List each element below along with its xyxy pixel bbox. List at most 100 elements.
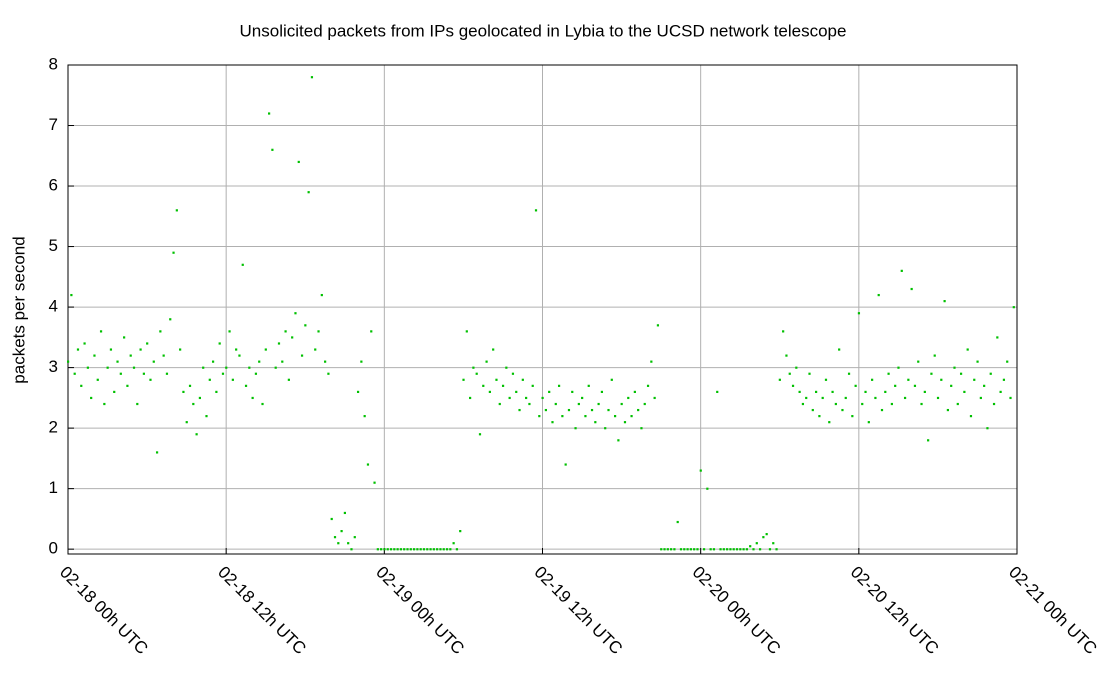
point: [90, 396, 93, 400]
point: [1002, 378, 1006, 381]
point: [676, 520, 679, 524]
point: [986, 427, 989, 430]
point: [360, 360, 363, 363]
x-tick-label: 02-19 00h UTC: [372, 563, 468, 659]
point: [205, 415, 208, 418]
x-tick-label: 02-18 12h UTC: [214, 563, 310, 659]
point: [699, 469, 702, 472]
point: [531, 384, 534, 387]
point: [1009, 396, 1012, 400]
point: [162, 354, 165, 357]
point: [406, 548, 409, 551]
point: [831, 390, 834, 394]
point: [963, 390, 966, 394]
point: [544, 408, 547, 412]
point: [76, 348, 80, 351]
point: [903, 396, 907, 400]
point: [271, 148, 274, 151]
point: [663, 548, 666, 551]
grid: [67, 64, 1018, 554]
point: [103, 402, 106, 406]
point: [83, 342, 86, 345]
point: [1006, 360, 1009, 363]
point: [910, 287, 913, 291]
point: [824, 378, 828, 381]
point: [854, 384, 857, 387]
point: [442, 548, 445, 551]
point: [712, 548, 716, 551]
point: [966, 348, 969, 351]
point: [251, 396, 254, 400]
point: [445, 548, 449, 551]
point: [294, 312, 297, 315]
point: [581, 396, 584, 400]
point: [403, 548, 406, 551]
point: [185, 421, 188, 424]
x-tick-label: 02-20 12h UTC: [847, 563, 943, 659]
point: [399, 548, 403, 551]
point: [149, 378, 152, 381]
point: [653, 396, 656, 400]
point: [897, 366, 900, 369]
x-tick-label: 02-19 12h UTC: [531, 563, 627, 659]
point: [195, 433, 198, 436]
point: [501, 384, 505, 387]
point: [927, 439, 930, 442]
point: [627, 396, 630, 400]
point: [666, 548, 669, 551]
y-tick-label: 2: [49, 418, 58, 437]
point: [620, 402, 623, 406]
point: [327, 372, 330, 375]
point: [643, 402, 646, 406]
point: [297, 160, 300, 164]
point: [515, 390, 518, 394]
point: [244, 384, 248, 387]
point: [508, 396, 511, 400]
point: [324, 360, 327, 363]
point: [745, 548, 748, 551]
point: [861, 402, 864, 406]
point: [920, 402, 923, 406]
point: [814, 390, 818, 394]
y-tick-label: 4: [49, 297, 58, 316]
point: [772, 542, 775, 545]
x-tick-label: 02-18 00h UTC: [56, 563, 152, 659]
point: [538, 415, 541, 418]
point: [735, 548, 739, 551]
point: [940, 378, 943, 381]
point: [268, 112, 271, 115]
point: [452, 542, 455, 545]
point: [175, 209, 178, 212]
point: [528, 402, 531, 406]
point: [511, 372, 515, 375]
point: [459, 530, 462, 533]
point: [300, 354, 304, 357]
point: [274, 366, 277, 369]
point: [574, 427, 577, 430]
point: [340, 530, 343, 533]
point: [838, 348, 841, 351]
point: [996, 336, 999, 339]
point: [126, 384, 129, 387]
point: [702, 548, 706, 551]
point: [571, 390, 574, 394]
point: [492, 348, 495, 351]
y-tick-label: 6: [49, 176, 58, 195]
point: [834, 402, 837, 406]
point: [317, 330, 320, 333]
point: [788, 372, 791, 375]
point: [726, 548, 729, 551]
point: [778, 378, 781, 381]
point: [768, 548, 772, 551]
point: [554, 402, 557, 406]
point: [808, 372, 811, 375]
point: [617, 439, 620, 442]
point: [518, 408, 521, 412]
point: [412, 548, 416, 551]
point: [775, 548, 778, 551]
point: [93, 354, 96, 357]
point: [241, 263, 244, 266]
point: [805, 396, 808, 400]
point: [86, 366, 89, 369]
